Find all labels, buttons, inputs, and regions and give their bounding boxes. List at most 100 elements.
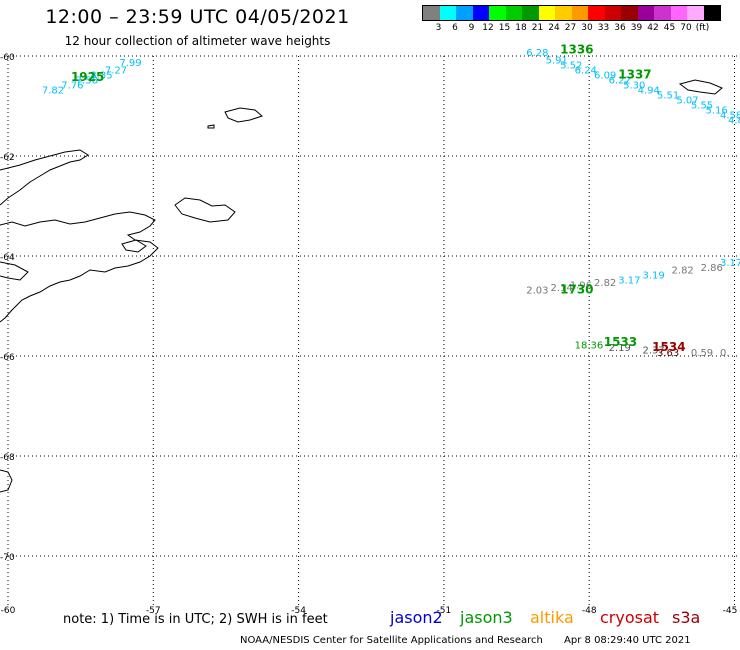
wave-height-value: 7.99 [119, 58, 141, 69]
legend-tick: 18 [515, 23, 527, 33]
legend-tick: 6 [452, 23, 458, 33]
altimeter-tracks: 7.997.278.357.587.767.82 1925 6.285.915.52… [42, 43, 740, 360]
wave-height-value: 6.28 [526, 48, 548, 59]
satellite-jason2: jason2 [390, 608, 443, 627]
wave-height-value: 0. [720, 348, 730, 359]
wave-height-value: 8.35 [90, 71, 112, 82]
wave-height-value: 18.36 [575, 341, 604, 352]
wave-height-value: 5.91 [546, 56, 568, 67]
legend-tick: 9 [468, 23, 475, 33]
wave-height-value: 7.82 [42, 86, 64, 97]
pass-time-label: 1337 [618, 68, 651, 82]
island-outline [0, 261, 29, 281]
wave-height-value: 1.96 [570, 281, 592, 292]
legend-swatch [472, 6, 489, 20]
legend-swatch [423, 6, 440, 20]
island-outline [224, 107, 263, 123]
legend-swatch [670, 6, 687, 20]
wave-height-value: 3.63 [657, 348, 679, 359]
legend-tick: (ft) [695, 23, 710, 33]
color-scale-legend: 3 6 9 12 15 18 21 24 27 30 33 36 39 42 45 70 (ft) [422, 5, 721, 35]
wave-height-value: 5.52 [560, 61, 582, 72]
pass-time-label: 1925 [71, 70, 104, 84]
wave-height-value: 2.19 [609, 343, 631, 354]
wave-height-value: 5.30 [623, 81, 645, 92]
wave-height-value: 2.03 [526, 286, 548, 297]
wave-height-value: 6.24 [575, 66, 597, 77]
satellite-altika: altika [530, 608, 574, 627]
latitude-label: -60 [0, 53, 15, 63]
legend-tick: 27 [564, 23, 577, 33]
wave-height-value: 4.8 [728, 116, 740, 127]
longitude-label: -57 [146, 606, 161, 616]
latitude-label: -64 [0, 253, 15, 263]
legend-swatch [621, 6, 638, 20]
wave-height-value: 7.58 [76, 76, 98, 87]
pass-time-label: 1336 [560, 43, 593, 57]
latitude-label: -62 [0, 153, 15, 163]
pass-time-label: 1730 [560, 283, 593, 297]
legend-tick: 70 [680, 23, 692, 33]
legend-swatch [604, 6, 621, 20]
longitude-label: -51 [437, 606, 452, 616]
wave-height-value: 2.37 [642, 346, 664, 357]
legend-swatch [505, 6, 522, 20]
legend-tick: 24 [548, 23, 560, 33]
graticule-labels: -60 -62 -64 -66 -68 -70 -60 -57 -54 -51 -48 -45 [0, 53, 737, 616]
color-scale-ticks: 3 6 9 12 15 18 21 24 27 30 33 36 39 42 45 70 (ft) [422, 21, 721, 35]
legend-swatch [456, 6, 473, 20]
longitude-label: -45 [723, 606, 738, 616]
legend-swatch [439, 6, 456, 20]
legend-tick: 21 [531, 23, 544, 33]
island-outline [174, 197, 236, 223]
legend-swatch [571, 6, 588, 20]
antarctic-peninsula-outline [0, 149, 159, 323]
wave-height-value: 5.16 [705, 106, 727, 117]
legend-tick: 42 [647, 23, 659, 33]
legend-swatch [588, 6, 605, 20]
wave-height-value: 3.19 [642, 271, 664, 282]
wave-height-value: 4.58 [720, 111, 740, 122]
coastline [0, 79, 723, 493]
wave-height-value: 6.22 [609, 76, 631, 87]
wave-height-value: 5.07 [676, 96, 698, 107]
legend-swatch [687, 6, 704, 20]
legend-tick: 33 [597, 23, 610, 33]
legend-swatch [489, 6, 506, 20]
wave-height-value: 5.51 [657, 91, 679, 102]
island-outline [678, 79, 723, 95]
satellite-jason3: jason3 [460, 608, 513, 627]
wave-height-value: 3.17 [618, 276, 640, 287]
legend-tick: 45 [663, 23, 676, 33]
legend-swatch [703, 6, 720, 20]
longitude-label: -60 [1, 606, 16, 616]
legend-swatch [555, 6, 572, 20]
legend-tick: 36 [614, 23, 626, 33]
latitude-label: -70 [0, 553, 15, 563]
page-subtitle: 12 hour collection of altimeter wave hei… [64, 34, 331, 48]
wave-height-value: 2.86 [701, 263, 723, 274]
wave-height-value: 7.76 [61, 81, 83, 92]
island-outline [0, 469, 13, 493]
island-outline [121, 239, 147, 253]
pass-time-label: 1534 [652, 340, 685, 354]
credit-text: NOAA/NESDIS Center for Satellite Applica… [240, 635, 543, 646]
footer-note: note: 1) Time is in UTC; 2) SWH is in fe… [63, 612, 328, 627]
wave-height-value: 6.09 [594, 71, 616, 82]
page-title: 12:00 – 23:59 UTC 04/05/2021 [45, 6, 350, 28]
island-outline [207, 124, 215, 129]
wave-height-value: 3.17 [720, 258, 740, 269]
longitude-label: -54 [291, 606, 306, 616]
wave-height-value: 0.59 [691, 348, 713, 359]
satellite-cryosat: cryosat [600, 608, 660, 627]
color-scale-bar [422, 5, 721, 21]
wave-height-value: 4.94 [638, 86, 660, 97]
timestamp: Apr 8 08:29:40 UTC 2021 [564, 635, 691, 646]
wave-height-value: 7.27 [105, 66, 127, 77]
legend-tick: 3 [435, 23, 442, 33]
legend-tick: 30 [581, 23, 593, 33]
latitude-label: -68 [0, 453, 15, 463]
wave-height-value: 5.55 [691, 101, 713, 112]
latitude-label: -66 [0, 353, 15, 363]
